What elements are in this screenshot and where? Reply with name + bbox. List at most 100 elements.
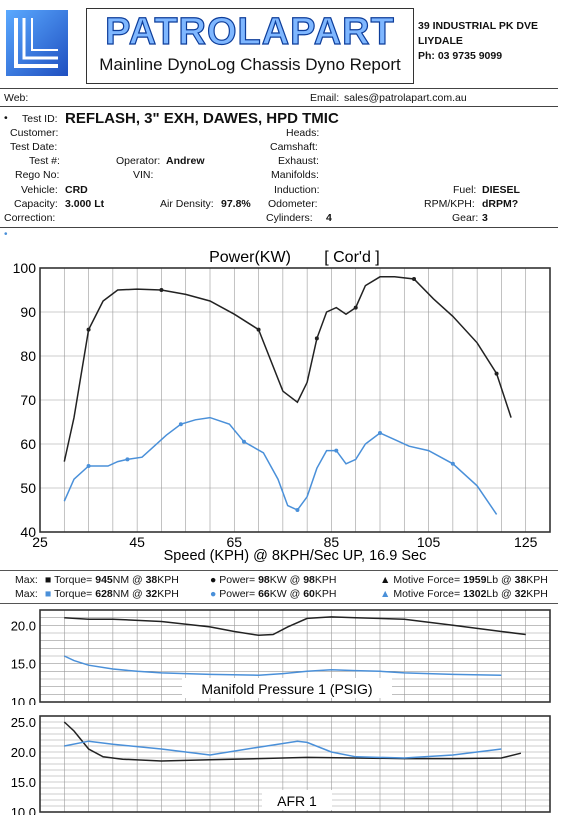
x-tick-label: 85 (324, 534, 340, 550)
dot-icon: ● (210, 574, 217, 586)
manifolds-label: Manifolds: (271, 169, 319, 181)
series-line-2 (64, 740, 502, 759)
series-line-2 (63, 416, 498, 515)
max-legend: Max: ■ Torque= 945NM @ 38KPH ● Power= 98… (0, 570, 558, 604)
data-point (86, 327, 91, 332)
air-density-label: Air Density: (160, 198, 214, 210)
data-point (256, 327, 261, 332)
capacity-value: 3.000 Lt (65, 198, 105, 210)
operator-value: Andrew (166, 155, 205, 167)
fuel-value: DIESEL (482, 184, 520, 196)
y-tick-label: 15.0 (11, 657, 36, 672)
divider (0, 106, 558, 107)
cylinders-label: Cylinders: (266, 212, 313, 224)
data-point (314, 336, 319, 341)
y-tick-label: 90 (20, 304, 36, 320)
y-tick-label: 80 (20, 348, 36, 364)
power-chart: Power(KW) [ Cor'd ] 40 50 60 70 80 90 100 25 45 6… (13, 249, 551, 564)
bullet: • (4, 229, 8, 240)
y-tick-label: 50 (20, 480, 36, 496)
y-tick-label: 15.0 (11, 775, 36, 790)
rpmkph-label: RPM/KPH: (424, 198, 475, 210)
y-tick-label: 20.0 (11, 745, 36, 760)
capacity-label: Capacity: (14, 198, 58, 210)
gear-value: 3 (482, 212, 488, 224)
test-date-label: Test Date: (10, 141, 58, 153)
company-logo (6, 10, 68, 76)
gear-label: Gear: (452, 212, 479, 224)
square-icon: ■ (45, 574, 52, 586)
legend-power-run1: ● Power= 98KW @ 98KPH (210, 574, 337, 586)
y-tick-label: 70 (20, 392, 36, 408)
customer-label: Customer: (10, 127, 59, 139)
test-num-label: Test #: (29, 155, 60, 167)
heads-label: Heads: (286, 127, 320, 139)
data-point (125, 457, 130, 462)
y-tick-label: 60 (20, 436, 36, 452)
series-line-1 (63, 721, 522, 762)
cylinders-value: 4 (326, 212, 332, 224)
divider (0, 88, 558, 89)
y-tick-label: 10.0 (11, 695, 36, 705)
operator-label: Operator: (116, 155, 161, 167)
data-point (494, 371, 499, 376)
y-tick-label: 100 (13, 260, 37, 276)
report-subtitle: Mainline DynoLog Chassis Dyno Report (99, 55, 401, 74)
x-axis-label: Speed (KPH) @ 8KPH/Sec UP, 16.9 Sec (164, 548, 427, 564)
plot-frame (39, 267, 551, 533)
data-point (334, 448, 339, 453)
chart-subtitle: [ Cor'd ] (324, 249, 380, 266)
test-id-value: REFLASH, 3" EXH, DAWES, HPD TMIC (65, 110, 339, 127)
rego-label: Rego No: (15, 169, 60, 181)
air-density-value: 97.8% (221, 198, 251, 210)
exhaust-label: Exhaust: (278, 155, 319, 167)
title-backdrop (182, 678, 392, 698)
triangle-icon: ▲ (380, 574, 391, 586)
x-tick-label: 125 (514, 534, 538, 550)
plot-frame (39, 715, 551, 813)
chart-title: Power(KW) (209, 249, 291, 266)
x-tick-label: 45 (129, 534, 145, 550)
address-line1: 39 INDUSTRIAL PK DVE (418, 20, 538, 32)
legend-torque-run2: ■ Torque= 628NM @ 32KPH (45, 588, 179, 600)
fuel-label: Fuel: (453, 184, 477, 196)
series-line-1 (63, 276, 512, 462)
series-line-1 (64, 616, 526, 637)
data-point (353, 305, 358, 310)
email-value: sales@patrolapart.com.au (344, 92, 467, 104)
x-tick-label: 25 (32, 534, 48, 550)
data-point (242, 439, 246, 444)
square-icon: ■ (45, 588, 52, 600)
divider (0, 227, 558, 228)
y-tick-label: 40 (20, 524, 36, 540)
vehicle-value: CRD (65, 184, 88, 196)
web-label: Web: (4, 92, 29, 104)
data-point (178, 422, 183, 427)
email-label: Email: (310, 92, 340, 104)
plot-frame (39, 609, 551, 703)
chart-title: AFR 1 (277, 793, 317, 809)
x-tick-label: 105 (417, 534, 441, 550)
address-line2: LIYDALE (418, 35, 463, 47)
legend-mf-run2: ▲ Motive Force= 1302Lb @ 32KPH (380, 588, 548, 600)
bullet: • (4, 112, 8, 124)
data-point (412, 277, 416, 281)
data-point (378, 431, 382, 435)
title-box: PATROLAPART Mainline DynoLog Chassis Dyn… (86, 8, 414, 84)
legend-mf-run1: ▲ Motive Force= 1959Lb @ 38KPH (380, 574, 548, 586)
x-tick-label: 65 (226, 534, 242, 550)
data-point (450, 461, 455, 466)
chart-title: Manifold Pressure 1 (PSIG) (201, 681, 372, 697)
max-label: Max: (15, 574, 38, 586)
dot-icon: ● (210, 588, 217, 600)
data-point (159, 288, 164, 292)
vehicle-label: Vehicle: (21, 184, 58, 196)
correction-label: Correction: (4, 212, 56, 224)
vin-label: VIN: (133, 169, 154, 181)
legend-torque-run1: ■ Torque= 945NM @ 38KPH (45, 574, 179, 586)
legend-power-run2: ● Power= 66KW @ 60KPH (210, 588, 337, 600)
afr-chart: 10.0 15.0 20.0 25.0 AFR 1 (11, 715, 551, 815)
odometer-label: Odometer: (268, 198, 318, 210)
triangle-icon: ▲ (380, 588, 391, 600)
phone: Ph: 03 9735 9099 (418, 50, 503, 62)
